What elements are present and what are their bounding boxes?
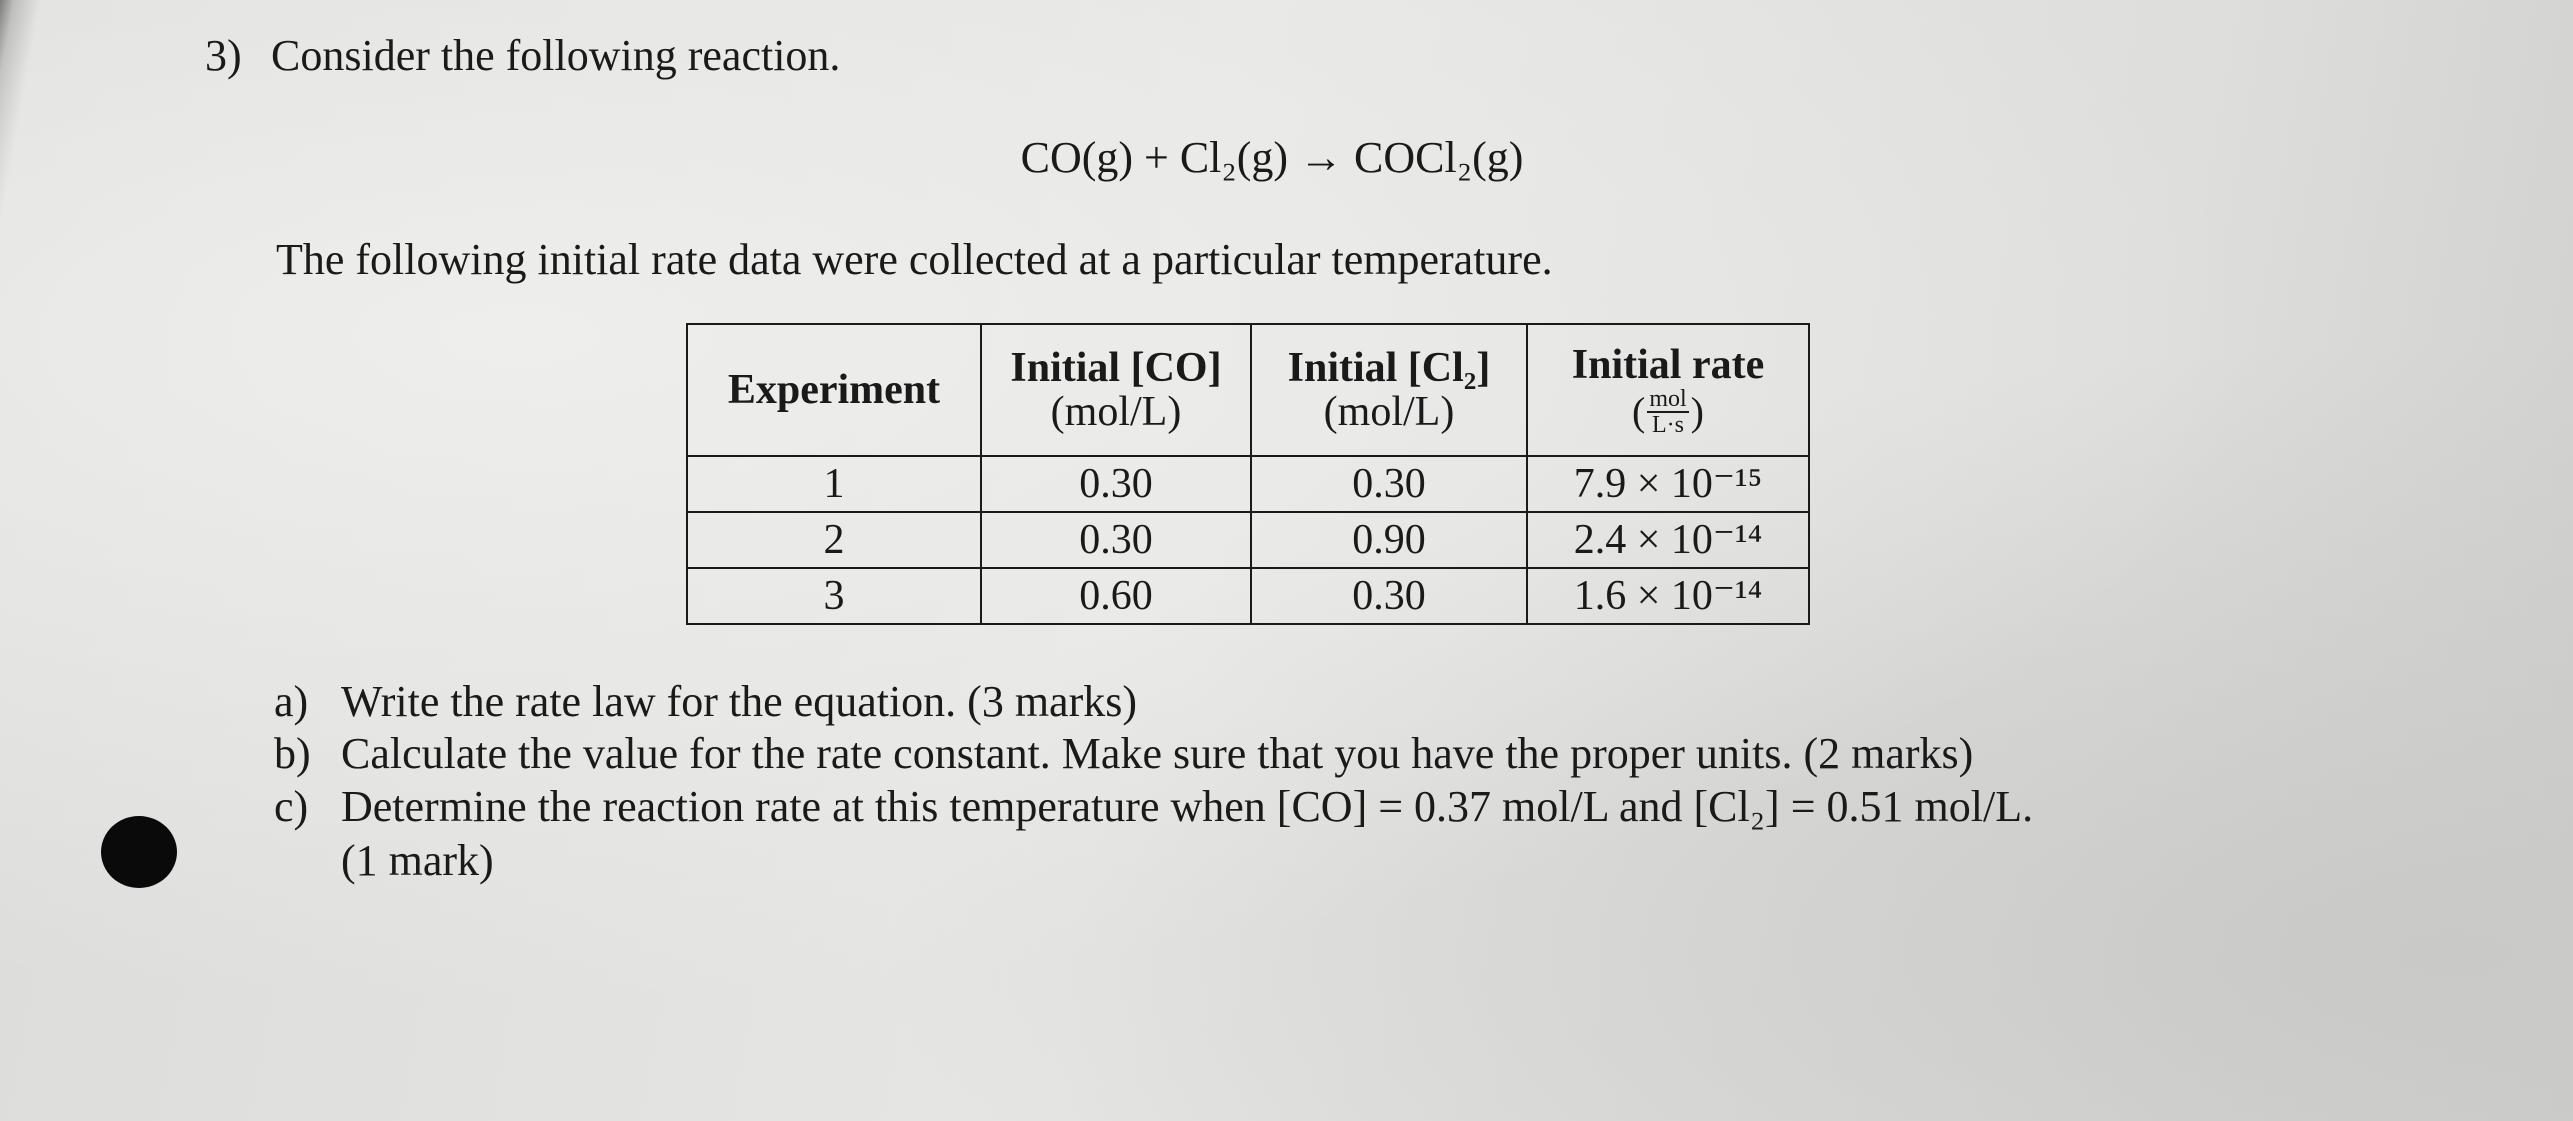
statement: The following initial rate data were col… — [276, 235, 1553, 284]
header-text: Initial [CO] — [1010, 344, 1222, 391]
table-cell: 2 — [686, 511, 982, 569]
question-number: 3) — [205, 31, 242, 80]
part-label: c) — [274, 782, 309, 831]
part-text: Calculate the value for the rate constan… — [341, 729, 1974, 778]
table-cell: 1.6 × 10⁻¹⁴ — [1526, 567, 1810, 625]
table-cell: 1 — [686, 455, 982, 513]
punch-hole — [101, 816, 177, 888]
table-cell: 0.60 — [980, 567, 1252, 625]
table-row: 3 0.60 0.30 1.6 × 10⁻¹⁴ — [686, 567, 1810, 625]
part-label: a) — [274, 677, 309, 726]
equation: CO(g) + Cl₂(g) → COCl₂(g) — [1020, 133, 1524, 182]
table-cell: 0.30 — [980, 455, 1252, 513]
unit-fraction: (mol L·s) — [1632, 386, 1704, 439]
table-body: 1 0.30 0.30 7.9 × 10⁻¹⁵ 2 0.30 0.90 2.4 × 10⁻¹⁴… — [686, 455, 1810, 625]
table-cell: 0.90 — [1250, 511, 1528, 569]
header-cell: Initial [Cl₂] (mol/L) — [1250, 323, 1528, 457]
part-text: Determine the reaction rate at this temp… — [341, 782, 2034, 831]
header-text: Experiment — [727, 366, 941, 413]
table-cell: 7.9 × 10⁻¹⁵ — [1526, 455, 1810, 513]
header-text: Initial [Cl₂] — [1287, 344, 1491, 391]
intro: Consider the following reaction. — [271, 31, 841, 80]
header-unit: (mol/L) — [1323, 389, 1455, 435]
rate-table: Experiment Initial [CO] (mol/L) Initial [… — [686, 323, 1810, 625]
table-cell: 0.30 — [1250, 455, 1528, 513]
part-text-continued: (1 mark) — [341, 836, 494, 885]
table-row: 2 0.30 0.90 2.4 × 10⁻¹⁴ — [686, 511, 1810, 569]
header-cell: Initial rate (mol L·s) — [1526, 323, 1810, 457]
table-cell: 3 — [686, 567, 982, 625]
unit-denominator: L·s — [1652, 412, 1684, 439]
table-cell: 0.30 — [980, 511, 1252, 569]
header-cell: Experiment — [686, 323, 982, 457]
part-label: b) — [274, 729, 311, 778]
table-cell: 2.4 × 10⁻¹⁴ — [1526, 511, 1810, 569]
header-text: Initial rate — [1571, 341, 1765, 388]
table-row: 1 0.30 0.30 7.9 × 10⁻¹⁵ — [686, 455, 1810, 513]
header-cell: Initial [CO] (mol/L) — [980, 323, 1252, 457]
header-row: Experiment Initial [CO] (mol/L) Initial [… — [686, 323, 1810, 457]
unit-numerator: mol — [1647, 386, 1689, 414]
part-text: Write the rate law for the equation. (3 … — [341, 677, 1138, 726]
table-cell: 0.30 — [1250, 567, 1528, 625]
header-unit: (mol/L) — [1050, 389, 1182, 435]
